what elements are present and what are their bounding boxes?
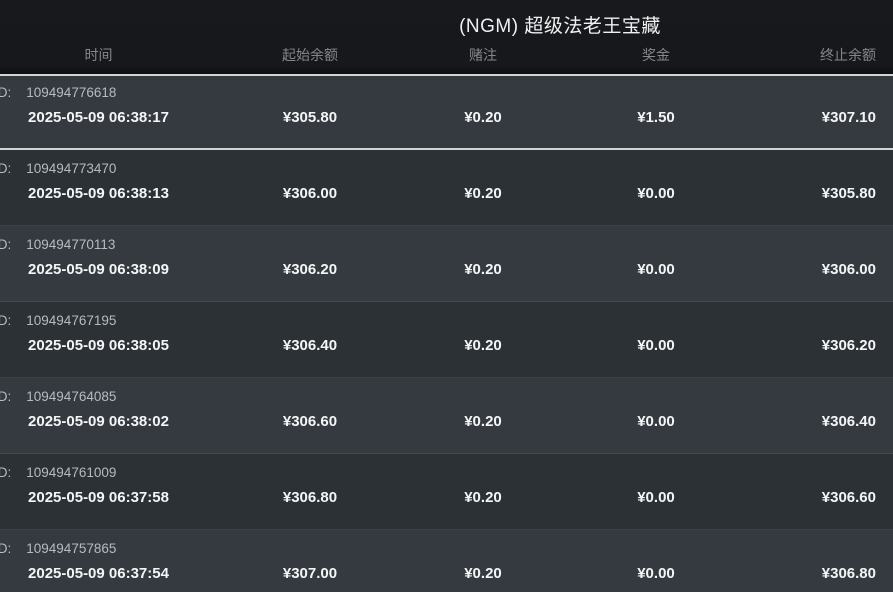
cell-time: 2025-05-09 06:38:09 xyxy=(28,261,169,278)
cell-end-balance: ¥306.40 xyxy=(821,413,876,430)
round-id: ID: 109494767195 xyxy=(0,312,893,329)
round-id: ID: 109494757865 xyxy=(0,540,893,557)
cell-end-balance: ¥306.20 xyxy=(821,337,876,354)
column-header-end-balance: 终止余额 xyxy=(820,47,876,63)
cell-start-balance: ¥306.40 xyxy=(282,337,338,354)
cell-time: 2025-05-09 06:37:54 xyxy=(28,565,169,582)
column-header-bet: 赌注 xyxy=(469,47,497,63)
round-id-value: 109494757865 xyxy=(26,541,117,556)
cell-bet: ¥0.20 xyxy=(464,109,502,126)
cell-prize: ¥0.00 xyxy=(637,489,675,506)
cell-bet: ¥0.20 xyxy=(464,413,502,430)
history-row[interactable]: ID: 109494770113 2025-05-09 06:38:09 ¥306… xyxy=(0,226,893,302)
column-header-start-balance: 起始余额 xyxy=(282,47,338,63)
cell-time: 2025-05-09 06:38:17 xyxy=(28,109,169,126)
cell-prize: ¥0.00 xyxy=(637,413,675,430)
column-header-prize: 奖金 xyxy=(642,47,670,63)
round-id: ID: 109494761009 xyxy=(0,464,893,481)
cell-end-balance: ¥306.00 xyxy=(821,261,876,278)
cell-end-balance: ¥305.80 xyxy=(821,185,876,202)
round-id-value: 109494773470 xyxy=(26,161,117,176)
history-row[interactable]: ID: 109494761009 2025-05-09 06:37:58 ¥306… xyxy=(0,454,893,530)
cell-prize: ¥1.50 xyxy=(637,109,675,126)
cell-bet: ¥0.20 xyxy=(464,489,502,506)
title-row: (NGM) 超级法老王宝藏 xyxy=(0,0,893,38)
history-row[interactable]: ID: 109494764085 2025-05-09 06:38:02 ¥306… xyxy=(0,378,893,454)
round-id: ID: 109494764085 xyxy=(0,388,893,405)
round-id-label: ID: xyxy=(0,85,12,100)
round-id-value: 109494761009 xyxy=(26,465,117,480)
cell-start-balance: ¥306.60 xyxy=(282,413,338,430)
history-row[interactable]: ID: 109494776618 2025-05-09 06:38:17 ¥305… xyxy=(0,74,893,150)
cell-start-balance: ¥306.20 xyxy=(282,261,338,278)
page-title: (NGM) 超级法老王宝藏 xyxy=(459,16,661,37)
cell-end-balance: ¥306.60 xyxy=(821,489,876,506)
cell-prize: ¥0.00 xyxy=(637,337,675,354)
cell-bet: ¥0.20 xyxy=(464,565,502,582)
cell-time: 2025-05-09 06:37:58 xyxy=(28,489,169,506)
row-values: 2025-05-09 06:37:58 ¥306.80 ¥0.20 ¥0.00 … xyxy=(0,488,893,508)
row-values: 2025-05-09 06:38:13 ¥306.00 ¥0.20 ¥0.00 … xyxy=(0,184,893,204)
round-id-label: ID: xyxy=(0,541,12,556)
cell-prize: ¥0.00 xyxy=(637,261,675,278)
round-id: ID: 109494770113 xyxy=(0,236,893,253)
round-id-label: ID: xyxy=(0,161,12,176)
row-values: 2025-05-09 06:37:54 ¥307.00 ¥0.20 ¥0.00 … xyxy=(0,564,893,584)
cell-start-balance: ¥307.00 xyxy=(282,565,338,582)
cell-bet: ¥0.20 xyxy=(464,337,502,354)
cell-end-balance: ¥306.80 xyxy=(821,565,876,582)
column-header-time: 时间 xyxy=(84,47,113,63)
row-values: 2025-05-09 06:38:09 ¥306.20 ¥0.20 ¥0.00 … xyxy=(0,260,893,280)
header: (NGM) 超级法老王宝藏 时间 起始余额 赌注 奖金 终止余额 xyxy=(0,0,893,74)
cell-start-balance: ¥305.80 xyxy=(282,109,338,126)
row-values: 2025-05-09 06:38:05 ¥306.40 ¥0.20 ¥0.00 … xyxy=(0,336,893,356)
round-id-label: ID: xyxy=(0,237,12,252)
round-id-value: 109494767195 xyxy=(26,313,117,328)
round-id-label: ID: xyxy=(0,465,12,480)
cell-end-balance: ¥307.10 xyxy=(821,109,876,126)
history-list: ID: 109494776618 2025-05-09 06:38:17 ¥305… xyxy=(0,74,893,592)
row-values: 2025-05-09 06:38:17 ¥305.80 ¥0.20 ¥1.50 … xyxy=(0,108,893,128)
round-id-label: ID: xyxy=(0,389,12,404)
history-row[interactable]: ID: 109494767195 2025-05-09 06:38:05 ¥306… xyxy=(0,302,893,378)
round-id: ID: 109494776618 xyxy=(0,84,893,101)
cell-time: 2025-05-09 06:38:02 xyxy=(28,413,169,430)
cell-time: 2025-05-09 06:38:13 xyxy=(28,185,169,202)
cell-start-balance: ¥306.00 xyxy=(282,185,338,202)
cell-start-balance: ¥306.80 xyxy=(282,489,338,506)
cell-time: 2025-05-09 06:38:05 xyxy=(28,337,169,354)
row-values: 2025-05-09 06:38:02 ¥306.60 ¥0.20 ¥0.00 … xyxy=(0,412,893,432)
history-row[interactable]: ID: 109494773470 2025-05-09 06:38:13 ¥306… xyxy=(0,150,893,226)
history-row[interactable]: ID: 109494757865 2025-05-09 06:37:54 ¥307… xyxy=(0,530,893,592)
round-id-value: 109494764085 xyxy=(26,389,117,404)
table-header: 时间 起始余额 赌注 奖金 终止余额 xyxy=(0,45,893,74)
cell-bet: ¥0.20 xyxy=(464,261,502,278)
cell-prize: ¥0.00 xyxy=(637,185,675,202)
cell-bet: ¥0.20 xyxy=(464,185,502,202)
round-id-value: 109494776618 xyxy=(26,85,117,100)
round-id-label: ID: xyxy=(0,313,12,328)
round-id: ID: 109494773470 xyxy=(0,160,893,177)
round-id-value: 109494770113 xyxy=(26,237,116,252)
cell-prize: ¥0.00 xyxy=(637,565,675,582)
